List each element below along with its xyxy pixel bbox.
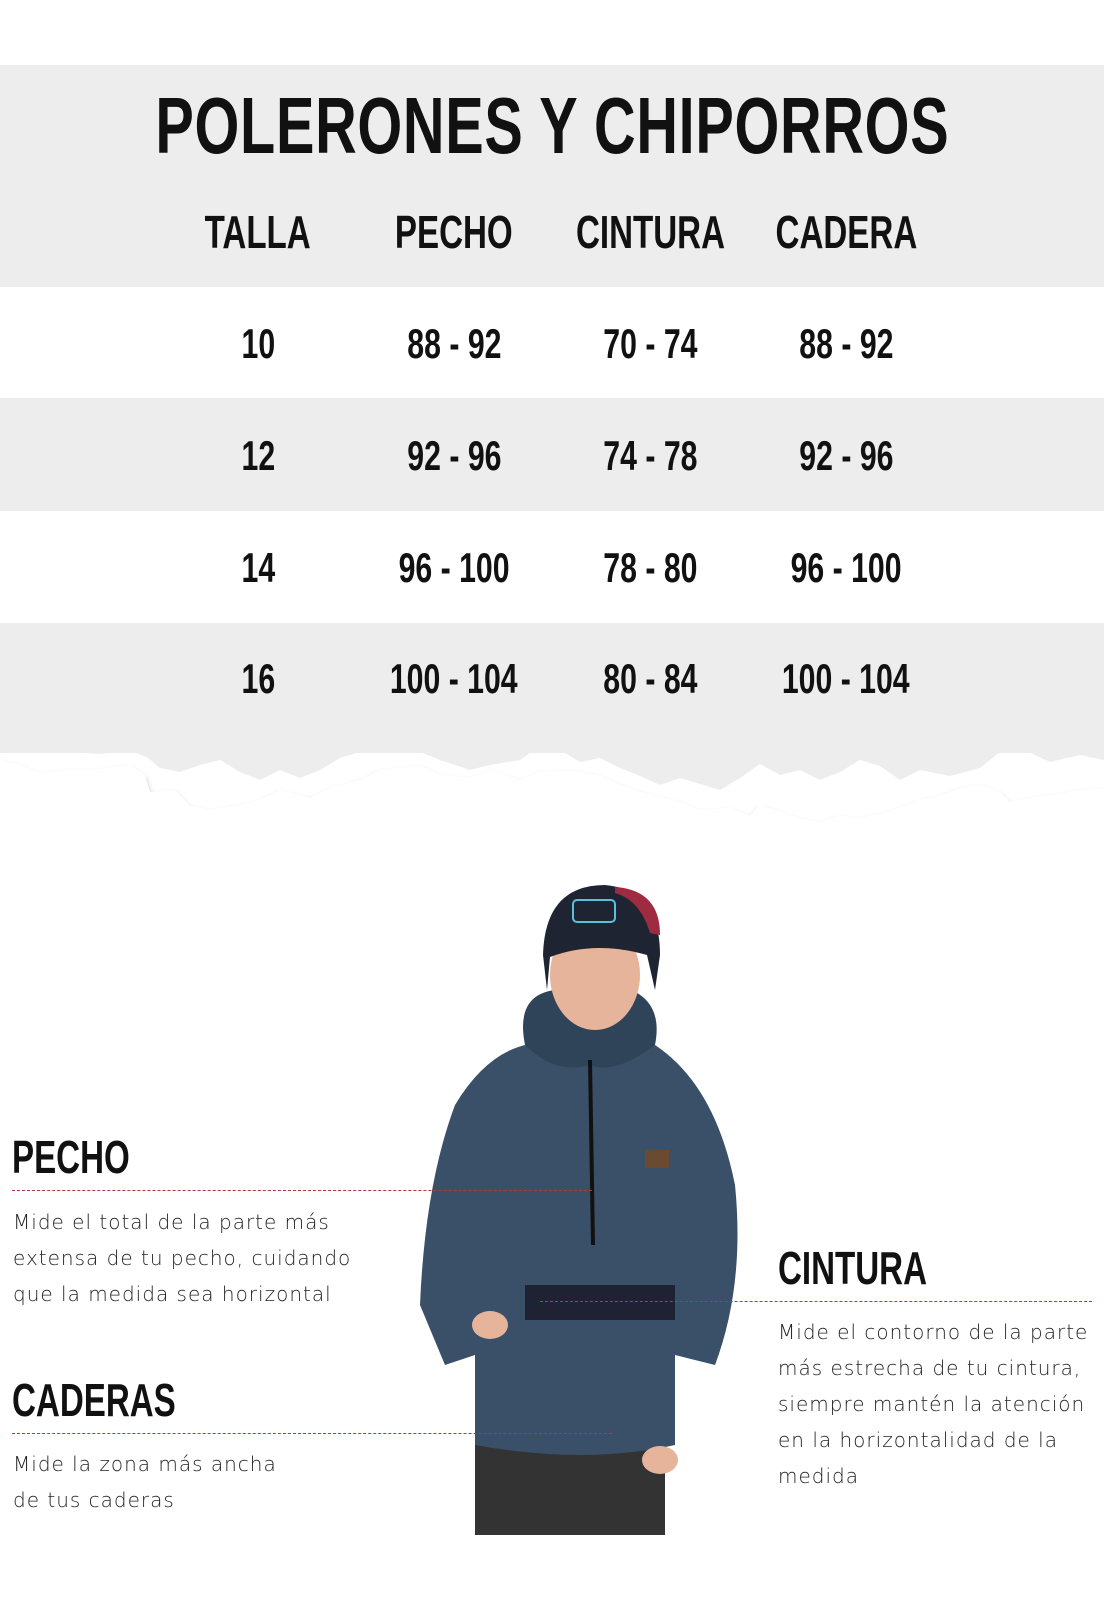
measure-line-caderas bbox=[12, 1433, 612, 1434]
cell-cadera: 96 - 100 bbox=[790, 544, 902, 591]
measure-line-cintura bbox=[540, 1301, 1092, 1302]
fleece-hoodie bbox=[420, 1035, 738, 1455]
section-text-pecho: Mide el total de la parte más extensa de … bbox=[13, 1210, 352, 1306]
cell-talla: 14 bbox=[241, 544, 275, 591]
section-heading-caderas: CADERAS bbox=[12, 1374, 176, 1426]
column-header-talla: TALLA bbox=[204, 206, 312, 258]
cell-cadera: 92 - 96 bbox=[798, 432, 894, 479]
section-text-caderas: Mide la zona más ancha de tus caderas bbox=[13, 1452, 277, 1512]
cell-cintura: 74 - 78 bbox=[602, 432, 698, 479]
cell-talla: 12 bbox=[241, 432, 275, 479]
cell-pecho: 92 - 96 bbox=[406, 432, 502, 479]
cell-cadera: 100 - 104 bbox=[782, 655, 910, 702]
cell-pecho: 88 - 92 bbox=[406, 320, 502, 367]
cell-pecho: 100 - 104 bbox=[390, 655, 518, 702]
cell-talla: 16 bbox=[241, 655, 275, 702]
cell-cadera: 88 - 92 bbox=[798, 320, 894, 367]
model-photo bbox=[420, 885, 738, 1535]
column-header-cadera: CADERA bbox=[775, 206, 917, 258]
measure-line-pecho bbox=[12, 1190, 592, 1191]
column-header-pecho: PECHO bbox=[395, 206, 513, 258]
zipper bbox=[588, 1059, 595, 1246]
header-band bbox=[0, 65, 1104, 287]
cell-talla: 10 bbox=[241, 320, 275, 367]
cell-cintura: 70 - 74 bbox=[602, 320, 698, 367]
column-header-cintura: CINTURA bbox=[575, 206, 725, 258]
cell-cintura: 78 - 80 bbox=[602, 544, 698, 591]
section-text-cintura: Mide el contorno de la parte más estrecha… bbox=[778, 1320, 1089, 1488]
row-band-12 bbox=[0, 398, 1104, 511]
row-band-16 bbox=[0, 623, 1104, 753]
pocket-band bbox=[525, 1285, 675, 1320]
section-heading-cintura: CINTURA bbox=[778, 1242, 928, 1294]
section-heading-pecho: PECHO bbox=[12, 1131, 130, 1183]
torn-paper-edge bbox=[0, 740, 1104, 850]
page-title: POLERONES Y CHIPORROS bbox=[155, 81, 949, 170]
cell-cintura: 80 - 84 bbox=[602, 655, 698, 702]
cell-pecho: 96 - 100 bbox=[398, 544, 510, 591]
